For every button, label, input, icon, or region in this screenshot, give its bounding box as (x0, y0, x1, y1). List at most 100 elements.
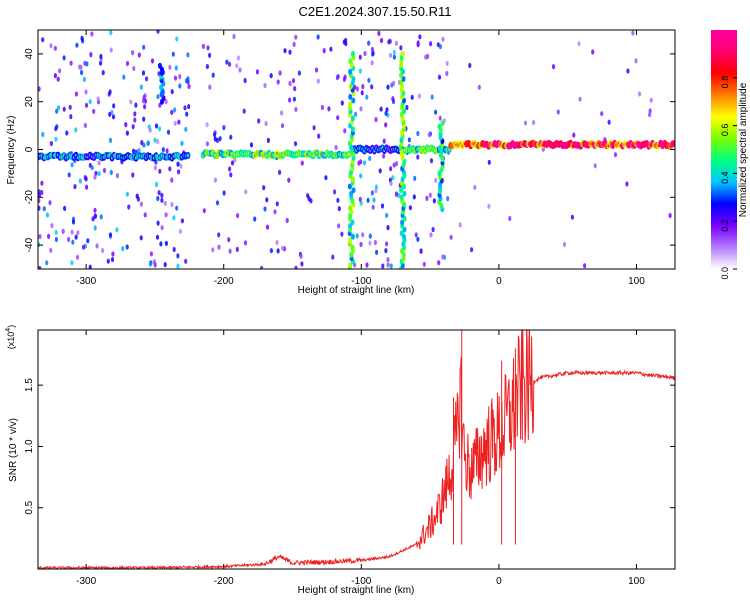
spectrogram-cell (172, 215, 176, 221)
spectrogram-cell (355, 233, 359, 239)
x-tick-label: -200 (214, 576, 234, 587)
spectrogram-cell (389, 166, 393, 172)
spectrogram-cell (429, 232, 433, 238)
spectrogram-cell (45, 260, 49, 266)
spectrogram-cell (373, 239, 377, 246)
spectrogram-cell (389, 180, 393, 186)
spectrogram-cell (264, 120, 268, 127)
spectrogram-cell (317, 133, 321, 139)
spectrogram-cell (115, 173, 120, 179)
x-tick-label: -100 (351, 576, 371, 587)
spectrogram-cell (62, 106, 66, 112)
spectrogram-cell (131, 124, 135, 130)
spectrogram-cell (157, 190, 161, 196)
spectrogram-cell (293, 141, 298, 147)
colorbar-gradient (711, 30, 737, 269)
spectrogram-cell (83, 175, 87, 181)
spectrogram-cell (75, 42, 79, 48)
spectrogram-cell (85, 184, 89, 190)
spectrogram-cell (365, 262, 369, 268)
x-tick-label: 0 (496, 576, 502, 587)
spectrogram-cell (468, 62, 472, 69)
spectrogram-cell (432, 198, 436, 204)
spectrogram-cell (150, 58, 155, 64)
spectrogram-cell (281, 245, 285, 251)
spectrogram-cell (374, 188, 378, 194)
spectrogram-cell (372, 197, 376, 203)
x-tick-label: -300 (76, 576, 96, 587)
spectrogram-cell (159, 241, 163, 247)
spectrogram-cells (38, 30, 675, 269)
spectrogram-cell (400, 50, 405, 57)
spectrogram-cell (229, 134, 233, 140)
spectrogram-cell (532, 119, 536, 126)
spectrogram-cell (91, 216, 95, 222)
spectrogram-cell (473, 184, 477, 190)
spectrogram-cell (217, 244, 221, 250)
spectrogram-cell (82, 76, 86, 82)
spectrogram-cell (300, 160, 304, 166)
spectrogram-cell (161, 147, 165, 153)
spectrogram-cell (384, 110, 388, 116)
spectrogram-cell (291, 78, 296, 84)
spectrogram-cell (96, 96, 100, 102)
spectrogram-cell (243, 240, 248, 246)
spectrogram-cell (348, 262, 353, 269)
spectrogram-cell (75, 254, 80, 260)
spectrogram-cell (93, 207, 97, 213)
spectrogram-cell (437, 123, 442, 130)
y-tick-label: 0 (24, 146, 35, 152)
colorbar-tick-label: 0.6 (720, 124, 730, 137)
colorbar-tick-label: 0.4 (720, 171, 730, 184)
spectrogram-cell (427, 132, 431, 138)
spectrogram-cell (236, 55, 240, 61)
spectrogram-cell (359, 241, 363, 248)
spectrogram-cell (108, 89, 112, 95)
snr-frame (37, 329, 676, 570)
spectrogram-cell (122, 74, 126, 80)
spectrogram-cell (131, 172, 135, 178)
spectrogram-cell (99, 214, 103, 220)
spectrogram-cell (222, 125, 226, 131)
spectrogram-cell (205, 141, 209, 147)
spectrogram-cell (229, 172, 233, 178)
spectrogram-cell (429, 158, 434, 164)
spectrogram-cell (211, 72, 215, 78)
spectrogram-cell (47, 233, 51, 239)
spectrogram-cell (416, 40, 420, 46)
spectrogram-cell (164, 212, 168, 218)
spectrogram-cell (111, 114, 116, 120)
spectrogram-cell (377, 30, 381, 36)
spectrogram-cell (600, 111, 604, 117)
spectrogram-cell (202, 208, 206, 214)
spectrogram-cell (359, 159, 363, 165)
spectrogram-cell (386, 262, 390, 268)
spectrogram-cell (205, 122, 209, 128)
spectrogram-cell (70, 162, 74, 168)
spectrogram-cell (184, 78, 189, 84)
spectrogram-cell (211, 247, 215, 253)
spectrogram-cell (257, 118, 261, 124)
spectrogram-cell (426, 53, 430, 60)
spectrogram-cell (180, 218, 184, 224)
spectrogram-cell (350, 244, 355, 251)
spectrogram-cell (288, 49, 292, 55)
spectrogram-cell (147, 124, 151, 130)
spectrogram-cell (440, 120, 445, 127)
spectrogram-cell (101, 247, 105, 254)
spectrogram-cell (389, 263, 393, 269)
spectrogram-cell (583, 263, 587, 269)
spectrogram-cell (187, 104, 191, 110)
spectrogram-cell (172, 246, 176, 253)
spectrogram-cell (160, 197, 164, 203)
spectrogram-cell (343, 128, 347, 134)
spectrogram-cell (80, 69, 84, 76)
spectrogram-cell (88, 264, 92, 269)
spectrogram-cell (155, 138, 160, 144)
spectrogram-cell (283, 48, 287, 54)
spectrogram-cell (49, 247, 53, 253)
spectrogram-cell (351, 76, 356, 82)
spectrogram-cell (367, 77, 371, 83)
spectrogram-cell (399, 79, 404, 86)
spectrogram-cell (431, 226, 435, 233)
